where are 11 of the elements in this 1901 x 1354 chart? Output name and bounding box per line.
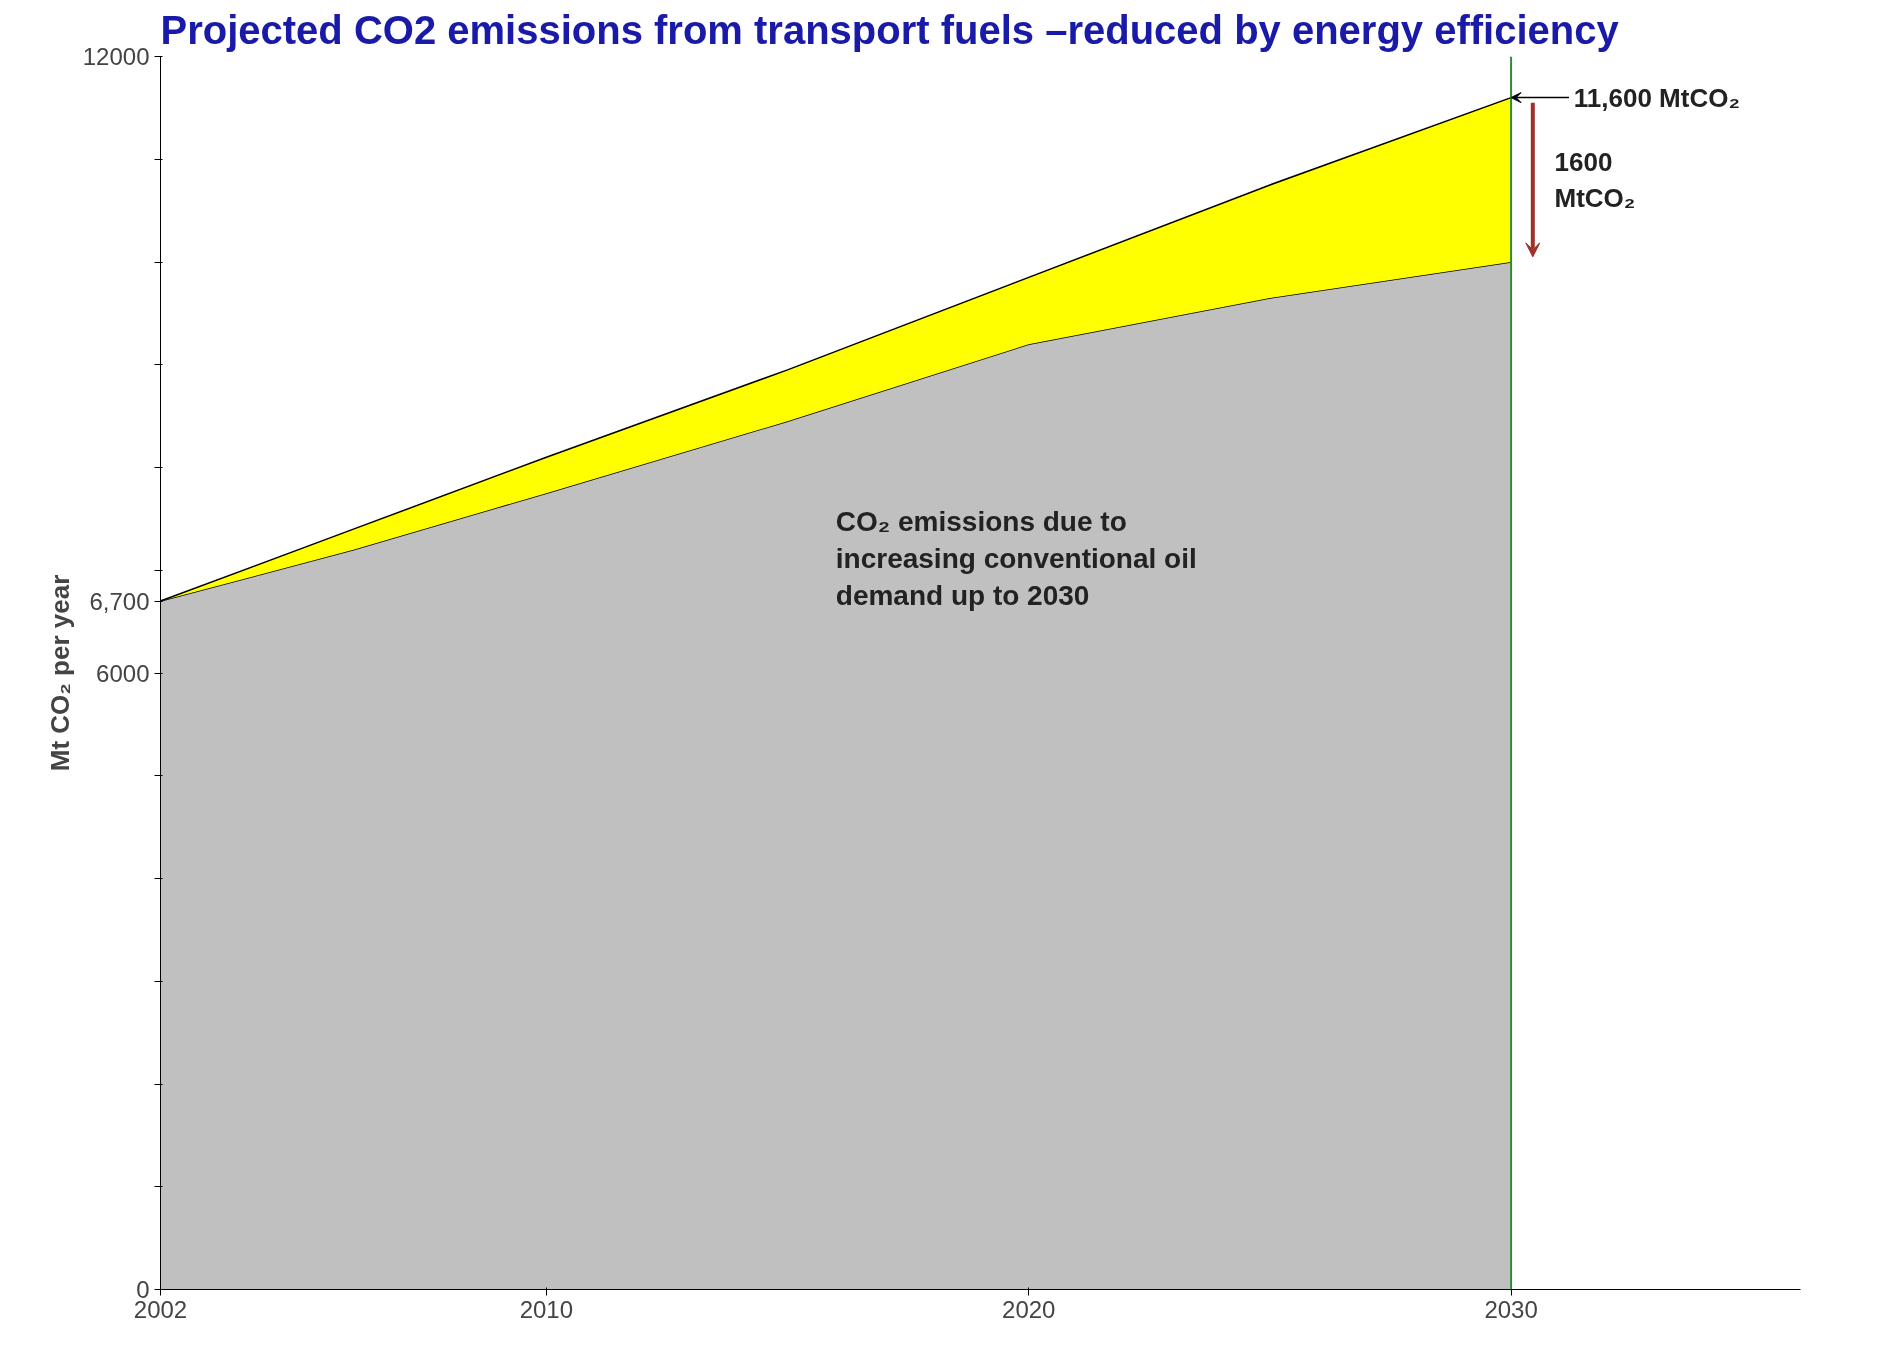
x-tick-label: 2020 xyxy=(1002,1295,1056,1323)
y-tick-label: 6,700 xyxy=(89,587,150,615)
x-tick-label: 2030 xyxy=(1484,1295,1538,1323)
y-axis-title: Mt CO₂ per year xyxy=(44,574,75,772)
annotation: 1600 MtCO₂ xyxy=(1554,146,1636,213)
chart-title: Projected CO2 emissions from transport fuels –reduced by energy efficiency xyxy=(160,7,1620,52)
annotation: 11,600 MtCO₂ xyxy=(1573,82,1740,113)
annotation: CO₂ emissions due to increasing conventional oil demand up to 2030 xyxy=(835,505,1197,612)
x-tick-label: 2010 xyxy=(519,1295,574,1323)
y-tick-label: 6000 xyxy=(96,659,150,687)
y-tick-label: 12000 xyxy=(82,43,150,70)
